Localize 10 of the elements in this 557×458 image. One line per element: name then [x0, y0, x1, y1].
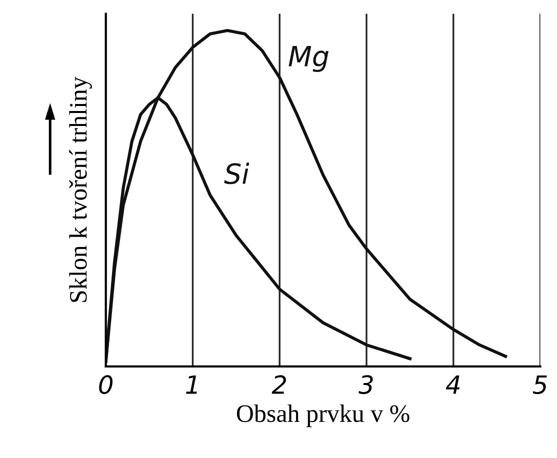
series-label: Si — [224, 162, 250, 184]
x-tick-label: 2 — [272, 375, 286, 394]
y-axis-title: Sklon k tvoření trhliny — [69, 76, 92, 302]
x-axis-title: Obsah prvku v % — [236, 404, 410, 428]
x-tick-label: 0 — [99, 375, 113, 394]
x-tick-label: 3 — [358, 375, 373, 394]
x-tick-label: 1 — [186, 376, 197, 394]
series-label: Mg — [288, 46, 328, 72]
x-tick-label: 4 — [446, 376, 460, 394]
x-tick-label: 5 — [532, 376, 547, 394]
